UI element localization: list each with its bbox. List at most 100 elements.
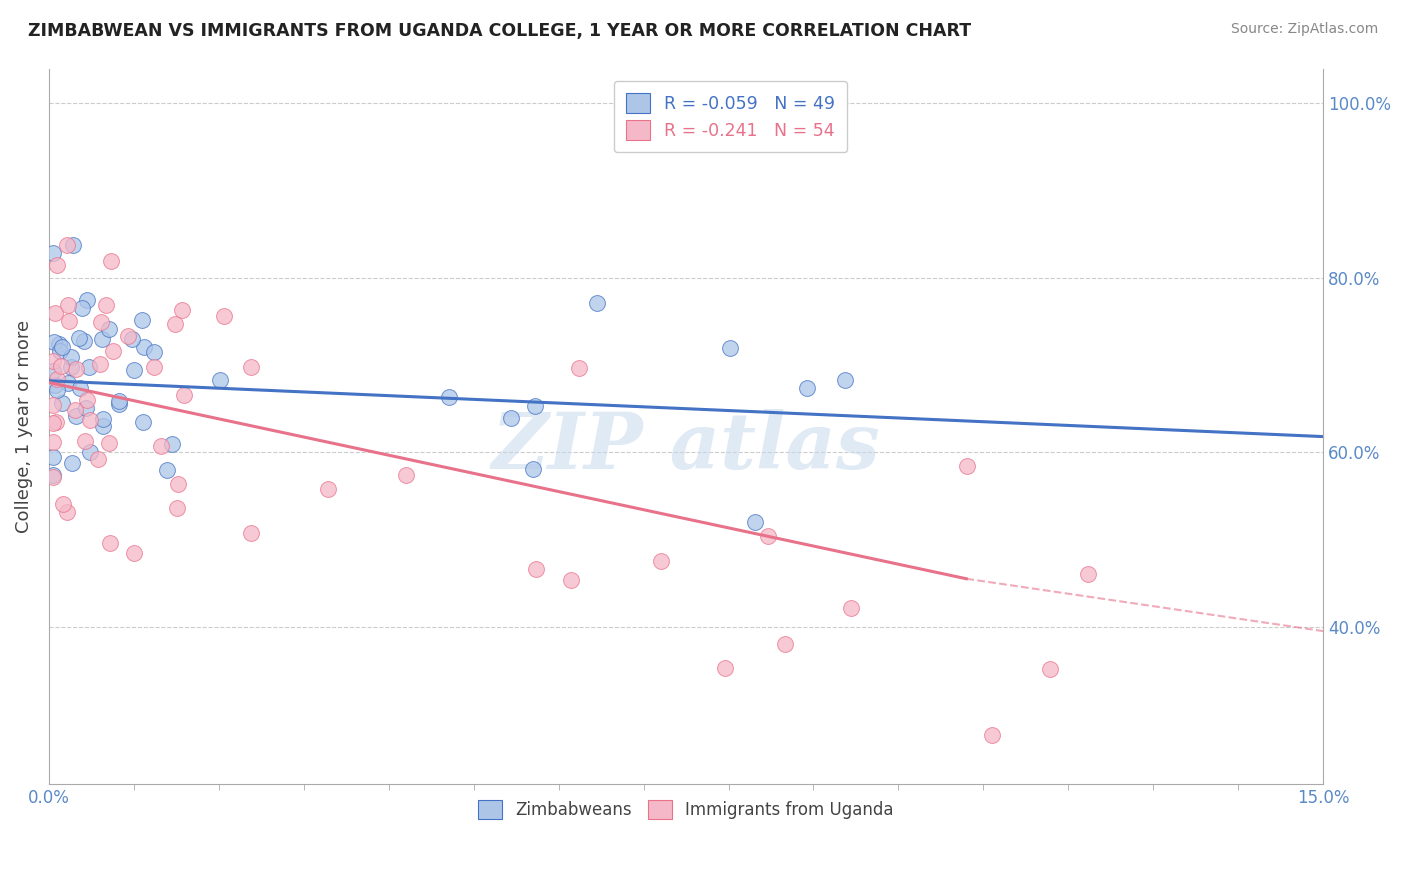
Point xyxy=(650,554,672,568)
Point xyxy=(108,397,131,411)
Point xyxy=(124,363,146,377)
Point xyxy=(501,410,523,425)
Point xyxy=(94,298,117,312)
Point xyxy=(91,411,114,425)
Point xyxy=(316,482,339,496)
Point xyxy=(45,259,67,273)
Point xyxy=(100,254,122,268)
Point xyxy=(172,303,194,318)
Point xyxy=(77,359,100,374)
Point xyxy=(42,364,65,378)
Point xyxy=(56,505,79,519)
Point xyxy=(60,359,83,374)
Point xyxy=(87,452,110,467)
Point xyxy=(79,412,101,426)
Text: Source: ZipAtlas.com: Source: ZipAtlas.com xyxy=(1230,22,1378,37)
Point xyxy=(98,322,121,336)
Point xyxy=(839,600,862,615)
Text: ZIMBABWEAN VS IMMIGRANTS FROM UGANDA COLLEGE, 1 YEAR OR MORE CORRELATION CHART: ZIMBABWEAN VS IMMIGRANTS FROM UGANDA COL… xyxy=(28,22,972,40)
Point xyxy=(980,728,1002,742)
Point xyxy=(42,467,65,482)
Point xyxy=(70,301,93,316)
Point xyxy=(42,469,65,483)
Point xyxy=(79,445,101,459)
Point xyxy=(568,360,591,375)
Point xyxy=(523,400,546,414)
Point xyxy=(65,362,87,376)
Point xyxy=(56,376,79,390)
Point xyxy=(439,390,461,404)
Point xyxy=(775,637,797,651)
Point xyxy=(395,468,418,483)
Point xyxy=(42,416,65,430)
Point xyxy=(212,309,235,323)
Point xyxy=(155,463,177,477)
Point xyxy=(131,312,153,326)
Point xyxy=(143,359,166,374)
Point xyxy=(42,434,65,449)
Point xyxy=(52,497,75,511)
Point xyxy=(167,476,190,491)
Point xyxy=(718,341,741,355)
Point xyxy=(560,573,582,587)
Point xyxy=(150,440,173,454)
Point xyxy=(522,462,544,476)
Point xyxy=(160,436,183,450)
Point xyxy=(42,335,65,350)
Legend: Zimbabweans, Immigrants from Uganda: Zimbabweans, Immigrants from Uganda xyxy=(472,793,900,825)
Point xyxy=(956,458,979,473)
Point xyxy=(91,418,114,433)
Text: ZIP atlas: ZIP atlas xyxy=(492,409,880,486)
Point xyxy=(45,415,67,429)
Point xyxy=(59,351,82,365)
Point xyxy=(62,456,84,470)
Point xyxy=(49,359,72,373)
Point xyxy=(76,293,98,307)
Point xyxy=(90,332,112,346)
Point xyxy=(586,296,609,310)
Point xyxy=(834,373,856,387)
Point xyxy=(1039,662,1062,676)
Point xyxy=(97,435,120,450)
Point xyxy=(51,340,73,354)
Point xyxy=(42,399,65,413)
Point xyxy=(56,238,79,252)
Point xyxy=(117,328,139,343)
Point xyxy=(524,562,547,576)
Point xyxy=(69,381,91,395)
Point xyxy=(121,332,143,346)
Point xyxy=(122,546,145,560)
Point xyxy=(714,661,737,675)
Point xyxy=(62,238,84,252)
Point xyxy=(45,383,67,397)
Point xyxy=(65,403,87,417)
Point xyxy=(143,345,166,359)
Point xyxy=(48,336,70,351)
Point xyxy=(132,415,155,429)
Point xyxy=(58,314,80,328)
Point xyxy=(134,340,156,354)
Point xyxy=(45,372,67,386)
Point xyxy=(165,317,187,331)
Point xyxy=(44,378,66,392)
Point xyxy=(240,526,263,541)
Point xyxy=(796,381,818,395)
Point xyxy=(744,515,766,529)
Point xyxy=(1077,566,1099,581)
Point xyxy=(166,500,188,515)
Point xyxy=(89,357,111,371)
Point xyxy=(42,354,65,368)
Point xyxy=(42,246,65,260)
Point xyxy=(108,393,131,408)
Point xyxy=(42,450,65,464)
Point xyxy=(56,298,79,312)
Point xyxy=(44,305,66,319)
Point xyxy=(90,315,112,329)
Point xyxy=(75,434,97,449)
Point xyxy=(173,388,195,402)
Point xyxy=(240,360,263,375)
Y-axis label: College, 1 year or more: College, 1 year or more xyxy=(15,319,32,533)
Point xyxy=(76,392,98,407)
Point xyxy=(49,343,72,358)
Point xyxy=(208,373,231,387)
